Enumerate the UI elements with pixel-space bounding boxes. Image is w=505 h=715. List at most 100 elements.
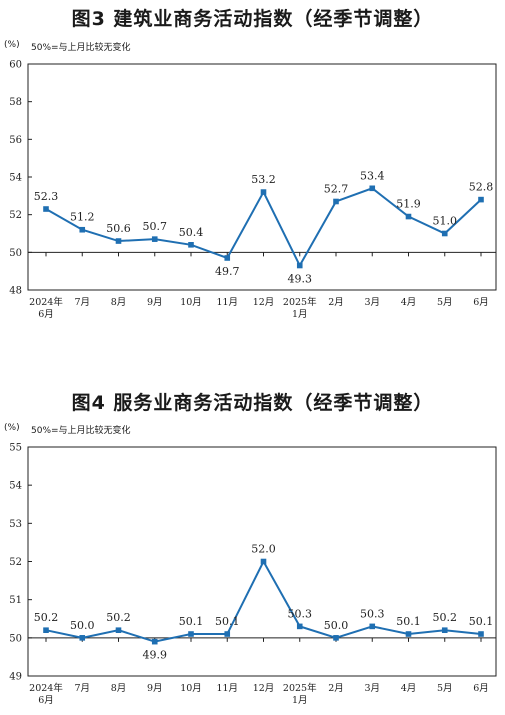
y-tick-label: 50 [9,633,22,644]
data-point [79,635,86,641]
data-label: 50.0 [324,619,349,632]
x-tick-label: 3月 [364,297,380,308]
note-label: 50%=与上月比较无变化 [31,43,131,53]
data-label: 50.2 [106,611,131,624]
x-tick-label: 8月 [111,297,127,308]
data-point [369,185,376,192]
line-chart-services: 49 50 51 52 53 54 55 2024年 6月 7月 8月 9月 10月 11月 12月 2025… [9,443,497,706]
data-point [260,558,267,565]
x-tick-label: 2月 [328,297,344,308]
data-label: 51.2 [70,211,95,224]
data-point [441,230,448,237]
x-tick-label: 7月 [74,297,90,308]
x-tick-label: 2025年 1月 [283,296,317,320]
data-point [333,635,339,641]
chart-panel-services: 图4 服务业商务活动指数（经季节调整） (%) 50%=与上月比较无变化 49 5… [0,378,505,715]
data-point [224,631,231,637]
x-tick-label: 11月 [216,297,238,308]
x-tick-label: 4月 [401,683,417,694]
x-tick-label: 10月 [180,297,202,308]
x-tick-label: 4月 [401,297,417,308]
series-line [45,559,482,643]
x-tick-label: 3月 [364,683,380,694]
data-point [260,189,267,195]
y-tick-label: 52 [9,210,22,221]
x-tick-label: 6月 [473,683,489,694]
x-tick-label: 2024年 6月 [29,296,63,320]
y-tick-label: 60 [9,60,22,71]
data-label: 51.9 [396,198,421,211]
data-point [43,627,49,633]
x-tick-label: 6月 [473,297,489,308]
data-label: 50.4 [179,226,204,239]
y-tick-label: 48 [9,286,22,297]
note-label: 50%=与上月比较无变化 [31,426,131,436]
data-label: 50.2 [433,611,458,624]
data-label: 50.0 [70,619,95,632]
x-tick-label: 5月 [437,683,453,694]
x-tick-label: 11月 [216,683,238,694]
data-label: 50.6 [106,222,131,235]
data-label: 49.7 [215,265,240,278]
data-label: 52.0 [251,543,276,556]
data-label: 50.1 [179,615,204,628]
data-label: 50.3 [288,607,313,620]
data-label: 50.3 [360,607,385,620]
x-tick-label: 7月 [74,683,90,694]
x-tick-label: 9月 [147,297,163,308]
data-point [151,236,158,242]
chart-title: 图4 服务业商务活动指数（经季节调整） [71,392,434,414]
y-tick-label: 50 [9,248,22,259]
y-tick-label: 54 [9,481,22,492]
data-point [441,627,448,633]
data-label: 52.7 [324,182,349,195]
y-tick-label: 54 [9,173,22,184]
chart-panel-construction: 图3 建筑业商务活动指数（经季节调整） (%) 50%=与上月比较无变化 48 5… [4,8,497,320]
x-tick-label: 2月 [328,683,344,694]
data-point [224,255,231,261]
data-point [405,631,412,637]
data-label: 50.1 [469,615,494,628]
data-point [151,638,158,645]
unit-label: (%) [4,423,20,433]
data-label: 52.3 [34,190,59,203]
y-tick-label: 58 [9,97,22,108]
data-point [296,623,303,630]
data-point [478,196,484,203]
y-tick-label: 53 [9,519,22,530]
data-point [405,213,412,220]
data-label: 49.3 [288,273,313,286]
data-label: 50.1 [396,615,421,628]
y-tick-label: 51 [9,595,22,606]
y-tick-label: 55 [9,443,22,454]
data-point [79,226,86,233]
y-tick-label: 52 [9,557,22,568]
x-tick-label: 2025年 1月 [283,682,317,706]
data-point [188,242,194,248]
data-label: 50.2 [34,611,59,624]
data-label: 52.8 [469,181,494,194]
data-point [296,262,303,269]
unit-label: (%) [4,40,20,50]
x-tick-label: 9月 [147,683,163,694]
data-label: 51.0 [433,215,458,228]
data-point [369,623,376,630]
x-tick-label: 8月 [111,683,127,694]
data-point [333,198,339,205]
y-tick-label: 56 [9,135,22,146]
x-tick-label: 12月 [253,683,275,694]
data-label: 50.7 [143,220,168,233]
chart-title: 图3 建筑业商务活动指数（经季节调整） [71,8,434,30]
data-label: 49.9 [143,649,168,662]
data-label: 53.4 [360,169,385,182]
data-point [43,206,49,212]
y-tick-label: 49 [9,672,22,683]
data-point [115,627,122,633]
x-tick-label: 12月 [253,297,275,308]
x-tick-label: 10月 [180,683,202,694]
data-point [478,631,484,637]
data-point [188,631,194,637]
x-tick-label: 5月 [437,297,453,308]
x-tick-label: 2024年 6月 [29,682,63,706]
line-chart-construction: 48 50 52 54 56 58 60 2024年 6月 7月 8月 9月 10月 11月 12月 2025… [9,60,497,320]
